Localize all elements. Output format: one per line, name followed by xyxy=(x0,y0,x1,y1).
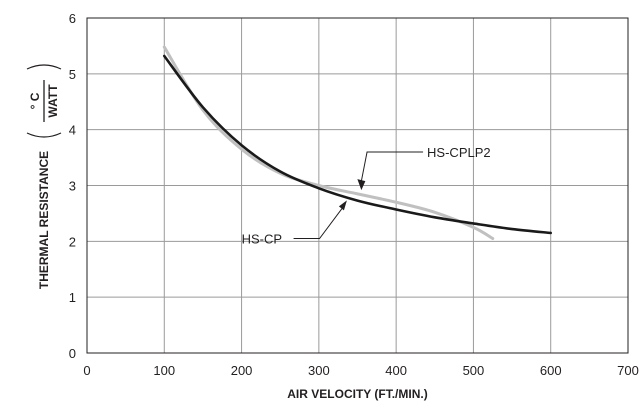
tick-labels: 0 100 200 300 400 500 600 700 0 1 2 3 4 5 6 xyxy=(69,11,639,378)
series-line-hs-cp xyxy=(162,54,553,235)
annotation-layer: HS-CPLP2 HS-CP xyxy=(242,145,491,247)
x-tick-label: 400 xyxy=(385,363,407,378)
x-tick-label: 700 xyxy=(617,363,639,378)
callout-label-hs-cplp2: HS-CPLP2 xyxy=(427,145,491,160)
y-axis-title: THERMAL RESISTANCE ° C WATT xyxy=(26,64,62,289)
x-tick-label: 0 xyxy=(83,363,90,378)
callout-arrowhead-hs-cplp2 xyxy=(357,179,366,191)
y-axis-unit-denominator: WATT xyxy=(46,84,60,118)
callout-label-hs-cp: HS-CP xyxy=(242,232,282,247)
y-tick-label: 0 xyxy=(69,346,76,361)
x-axis-title: AIR VELOCITY (FT./MIN.) xyxy=(287,387,427,401)
y-axis-unit-paren-left xyxy=(26,132,62,138)
x-tick-label: 100 xyxy=(153,363,175,378)
callout-leader-hs-cp xyxy=(293,207,344,240)
y-tick-label: 1 xyxy=(69,290,76,305)
y-tick-label: 5 xyxy=(69,67,76,82)
x-tick-label: 300 xyxy=(308,363,330,378)
y-axis-unit-numerator: ° C xyxy=(28,92,42,109)
y-tick-label: 4 xyxy=(69,123,76,138)
grid-layer xyxy=(87,18,628,353)
y-tick-label: 2 xyxy=(69,234,76,249)
y-tick-label: 3 xyxy=(69,179,76,194)
series-layer xyxy=(162,45,553,241)
series-line-hs-cplp2 xyxy=(162,45,495,241)
plot-frame xyxy=(86,17,629,354)
x-tick-label: 600 xyxy=(540,363,562,378)
callout-leader-hs-cplp2 xyxy=(360,151,424,182)
callout-arrowhead-hs-cp xyxy=(338,200,347,211)
x-tick-label: 500 xyxy=(463,363,485,378)
x-tick-label: 200 xyxy=(231,363,253,378)
y-axis-title-main: THERMAL RESISTANCE xyxy=(37,151,51,289)
y-tick-label: 6 xyxy=(69,11,76,26)
y-axis-unit-paren-right xyxy=(26,64,62,70)
